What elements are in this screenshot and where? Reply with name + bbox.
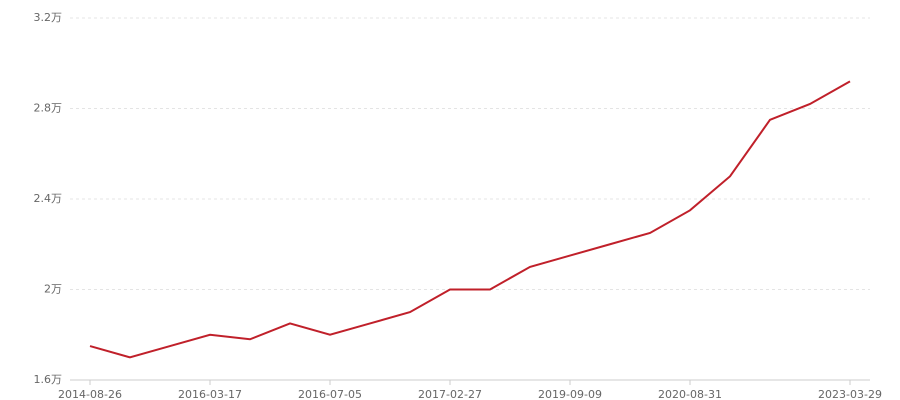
line-series (89, 80, 851, 359)
y-tick-label: 2.4万 (34, 192, 63, 205)
x-tick-label: 2016-03-17 (178, 388, 242, 400)
x-tick-label: 2017-02-27 (418, 388, 482, 400)
y-tick-label: 3.2万 (34, 11, 63, 24)
y-tick-label: 2.8万 (34, 102, 63, 115)
x-tick-label: 2016-07-05 (298, 388, 362, 400)
y-tick-label: 2万 (44, 283, 62, 296)
x-tick-label: 2014-08-26 (58, 388, 122, 400)
x-tick-label: 2020-08-31 (658, 388, 722, 400)
y-tick-label: 1.6万 (34, 373, 63, 386)
x-tick-label: 2023-03-29 (818, 388, 882, 400)
x-tick-label: 2019-09-09 (538, 388, 602, 400)
